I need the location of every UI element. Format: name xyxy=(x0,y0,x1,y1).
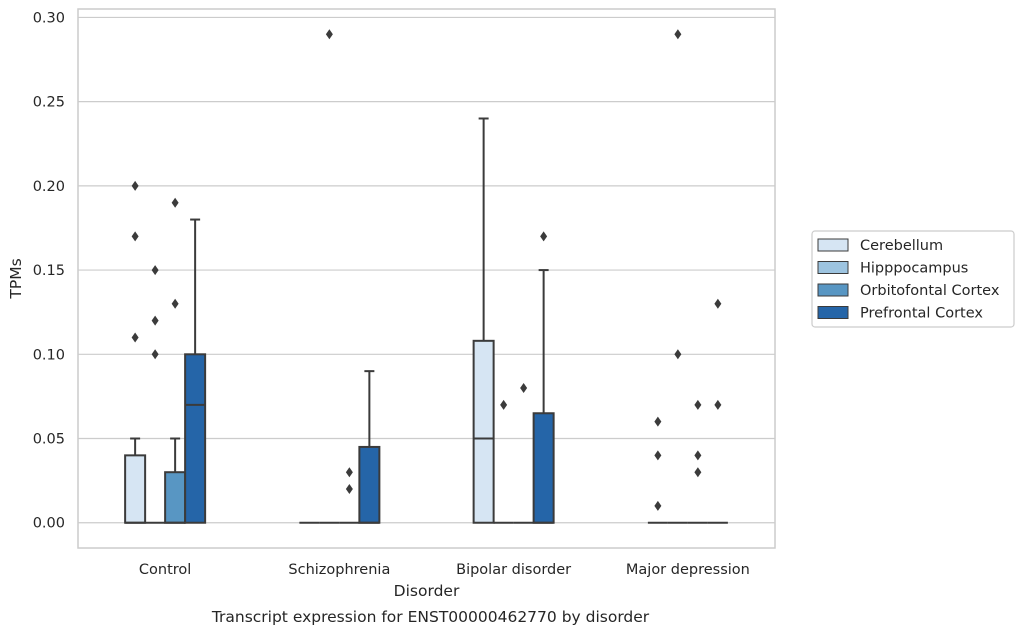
legend-label: Cerebellum xyxy=(860,238,943,254)
box-cerebellum xyxy=(124,180,147,524)
outlier-point xyxy=(674,349,682,360)
outlier-point xyxy=(131,231,139,242)
outlier-point xyxy=(325,29,333,40)
outlier-point xyxy=(694,399,702,410)
x-tick-label: Schizophrenia xyxy=(288,562,390,578)
outlier-point xyxy=(151,315,159,326)
chart-caption: Transcript expression for ENST0000046277… xyxy=(211,608,650,626)
box-prefrontal-cortex xyxy=(358,370,381,524)
y-tick-label: 0.05 xyxy=(33,432,65,448)
box-body xyxy=(184,353,207,524)
outlier-point xyxy=(674,29,682,40)
y-axis-title: TPMs xyxy=(7,258,25,299)
plot-frame xyxy=(77,8,776,549)
y-tick-label: 0.25 xyxy=(33,95,65,111)
outlier-point xyxy=(171,298,179,309)
box-cerebellum xyxy=(647,416,668,524)
outlier-point xyxy=(540,231,548,242)
y-axis-ticks: 0.00 0.05 0.10 0.15 0.20 0.25 0.30 xyxy=(33,10,65,531)
outlier-point xyxy=(694,450,702,461)
x-tick-label: Major depression xyxy=(626,562,750,578)
box-hipppocampus xyxy=(319,29,340,524)
legend-label: Orbitofontal Cortex xyxy=(860,283,1000,299)
x-axis-title: Disorder xyxy=(394,582,460,600)
outlier-point xyxy=(131,332,139,343)
plot-marks xyxy=(124,29,728,524)
box-body xyxy=(358,445,381,524)
box-prefrontal-cortex xyxy=(532,231,555,524)
outlier-point xyxy=(714,298,722,309)
box-body xyxy=(532,412,555,524)
legend-swatch xyxy=(817,261,849,274)
y-tick-label: 0.00 xyxy=(33,516,65,532)
outlier-point xyxy=(654,416,662,427)
outlier-point xyxy=(151,349,159,360)
box-hipppocampus xyxy=(667,29,688,524)
outlier-point xyxy=(171,197,179,208)
y-tick-label: 0.10 xyxy=(33,347,65,363)
box-orbitofontal-cortex xyxy=(164,197,187,524)
outlier-point xyxy=(714,399,722,410)
outlier-point xyxy=(151,265,159,276)
legend-label: Prefrontal Cortex xyxy=(860,306,983,322)
box-orbitofontal-cortex xyxy=(687,399,708,524)
outlier-point xyxy=(654,450,662,461)
legend-frame xyxy=(811,230,1015,328)
outlier-point xyxy=(654,500,662,511)
x-tick-label: Bipolar disorder xyxy=(456,562,571,578)
box-hipppocampus xyxy=(493,399,514,524)
legend-label: Hipppocampus xyxy=(860,261,968,277)
y-tick-label: 0.15 xyxy=(33,263,65,279)
box-cerebellum xyxy=(472,117,495,524)
box-body xyxy=(164,471,187,524)
outlier-point xyxy=(500,399,508,410)
x-axis-ticks: Control Schizophrenia Bipolar disorder Majo… xyxy=(139,562,750,578)
box-prefrontal-cortex xyxy=(707,298,728,524)
outlier-point xyxy=(345,484,353,495)
legend-swatch xyxy=(817,306,849,319)
outlier-point xyxy=(694,467,702,478)
outlier-point xyxy=(345,467,353,478)
box-orbitofontal-cortex xyxy=(513,382,534,524)
box-hipppocampus xyxy=(145,265,166,524)
grid-lines xyxy=(78,16,775,524)
outlier-point xyxy=(520,382,528,393)
legend-swatch xyxy=(817,283,849,297)
x-tick-label: Control xyxy=(139,562,191,578)
legend-swatch xyxy=(817,238,849,252)
box-prefrontal-cortex xyxy=(184,218,207,524)
outlier-point xyxy=(131,180,139,191)
box-body xyxy=(472,339,495,524)
box-orbitofontal-cortex xyxy=(339,467,360,524)
box-body xyxy=(124,454,147,524)
y-tick-label: 0.20 xyxy=(33,179,65,195)
legend: Cerebellum Hipppocampus Orbitofontal Corte… xyxy=(811,230,1015,328)
y-tick-label: 0.30 xyxy=(33,10,65,26)
